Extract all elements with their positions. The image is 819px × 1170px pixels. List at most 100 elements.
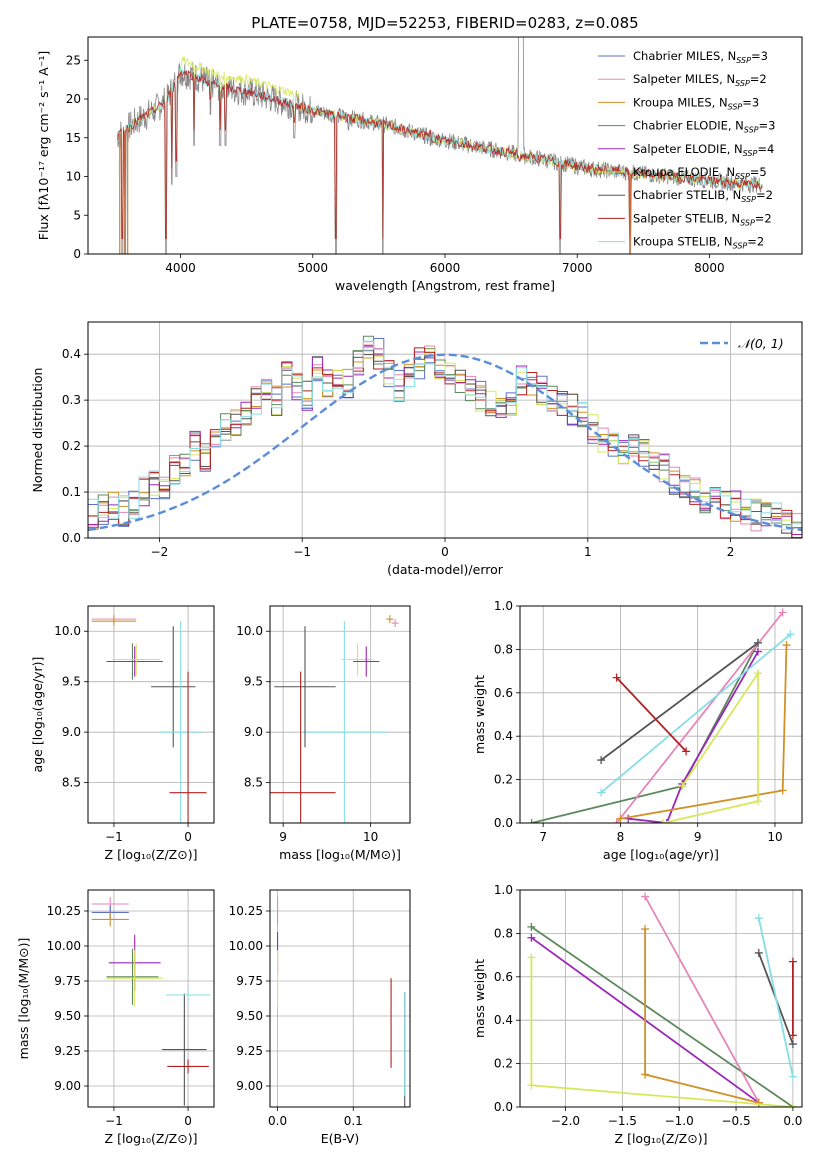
tick-label-x: −1 — [293, 545, 311, 559]
data-point-marker — [662, 819, 671, 823]
x-axis-label: Z [log₁₀(Z/Z⊙)] — [105, 1131, 198, 1146]
legend-label: Salpeter STELIB, NSSP=2 — [633, 211, 772, 227]
normal-curve — [88, 353, 802, 532]
x-axis-label: Z [log₁₀(Z/Z⊙)] — [105, 847, 198, 862]
data-point-marker — [612, 673, 621, 682]
tick-label-y: 0.2 — [62, 439, 81, 453]
tick-label-y: 0.0 — [494, 1100, 513, 1114]
tick-label-y: 9.50 — [236, 1009, 263, 1023]
tick-label-x: 8000 — [694, 261, 725, 275]
tick-label-x: 7000 — [562, 261, 593, 275]
errorbar-plot-age-vs-mass — [270, 615, 399, 823]
data-point-marker — [754, 948, 763, 957]
tick-label-x: −2 — [151, 545, 169, 559]
tick-label-y: 10.25 — [229, 904, 263, 918]
data-point-marker — [527, 819, 536, 823]
residuals-frame — [87, 321, 803, 539]
tick-label-y: 0.4 — [494, 729, 513, 743]
tick-label-y: 0.6 — [494, 970, 513, 984]
data-point-marker — [782, 641, 791, 650]
tick-label-y: 0.1 — [62, 485, 81, 499]
data-point-marker — [527, 933, 536, 942]
tick-label-y: 1.0 — [494, 599, 513, 613]
axes-residuals: −2 −1 0 1 2 0.0 0.1 0.2 0.3 0.4 (data-model)/error… — [30, 322, 802, 577]
tick-label-x: 0.0 — [783, 1114, 802, 1128]
tick-label-x: −2.0 — [551, 1114, 580, 1128]
chart-title: PLATE=0758, MJD=52253, FIBERID=0283, z=0… — [251, 14, 638, 32]
age-vs-Z-frame — [87, 605, 215, 824]
mass-vs-ebv-frame — [269, 889, 411, 1108]
y-axis-label: Flux [fλ10⁻¹⁷ erg cm⁻² s⁻¹ A⁻¹] — [36, 51, 51, 240]
tick-label-y: 10.0 — [236, 624, 263, 638]
data-point-marker — [788, 1031, 797, 1040]
tick-label-y: 9.5 — [244, 675, 263, 689]
tick-label-x: 10 — [767, 830, 782, 844]
series-line — [644, 896, 760, 1104]
data-point-marker — [754, 914, 763, 923]
errorbar-plot-age-vs-Z — [91, 614, 207, 823]
tick-label-x: 10 — [363, 830, 378, 844]
y-axis-label: Normed distribution — [30, 368, 45, 493]
tick-label-x: 0.0 — [268, 1114, 287, 1128]
tick-label-y: 0.4 — [494, 1013, 513, 1027]
tick-label-x: 5000 — [298, 261, 329, 275]
weight-vs-Z-frame — [519, 889, 803, 1108]
x-axis-label: wavelength [Angstrom, rest frame] — [335, 278, 555, 293]
data-point-marker — [778, 786, 787, 795]
data-point-marker — [754, 1098, 763, 1107]
tick-label-y: 10 — [66, 170, 81, 184]
tick-label-y: 9.00 — [236, 1079, 263, 1093]
tick-label-y: 9.00 — [54, 1079, 81, 1093]
tick-label-x: 0 — [184, 830, 192, 844]
mass-vs-Z-frame — [87, 889, 215, 1108]
series-line — [615, 676, 687, 753]
data-point-marker — [641, 925, 650, 934]
residuals-legend: 𝒩(0, 1) — [700, 336, 784, 351]
series-line — [530, 926, 794, 1107]
tick-label-x: −1 — [105, 830, 123, 844]
x-axis-label: Z [log₁₀(Z/Z⊙)] — [615, 1131, 708, 1146]
data-point-marker — [612, 819, 621, 823]
tick-label-x: 0 — [184, 1114, 192, 1128]
legend-label: Kroupa MILES, NSSP=3 — [633, 95, 759, 111]
series-line — [615, 611, 784, 823]
tick-label-x: 4000 — [165, 261, 196, 275]
tick-label-y: 0.2 — [494, 773, 513, 787]
series-line — [628, 651, 759, 823]
y-axis-label: mass [log₁₀(M/M⊙)] — [16, 938, 31, 1060]
data-point-marker — [786, 630, 795, 639]
tick-label-y: 0.6 — [494, 686, 513, 700]
tick-label-x: −1 — [105, 1114, 123, 1128]
axes-spectrum: 4000 5000 6000 7000 8000 0 5 10 15 20 25 wavelength… — [36, 51, 725, 293]
axes-mass-vs-Z: −1 0 9.00 9.25 9.50 9.75 10.00 10.25 Z [log₁₀(Z/… — [16, 890, 214, 1146]
model-spectrum-line — [116, 69, 763, 239]
series-line — [600, 633, 791, 794]
tick-label-y: 10.00 — [229, 939, 263, 953]
errorbar-plot-mass-vs-Z — [91, 897, 211, 1106]
x-axis-label: age [log₁₀(age/yr)] — [603, 847, 719, 862]
tick-label-y: 9.50 — [54, 1009, 81, 1023]
legend-label: Kroupa ELODIE, NSSP=5 — [633, 165, 767, 181]
legend-label: 𝒩(0, 1) — [738, 336, 784, 351]
tick-label-y: 0.8 — [494, 642, 513, 656]
y-axis-label: mass weight — [472, 959, 487, 1038]
tick-label-y: 10.00 — [47, 939, 81, 953]
tick-label-y: 9.0 — [62, 725, 81, 739]
data-point-marker — [527, 1081, 536, 1090]
errorbar-plot-mass-vs-ebv — [277, 897, 406, 1107]
tick-label-x: 0.1 — [344, 1114, 363, 1128]
tick-label-y: 0.8 — [494, 926, 513, 940]
data-point-marker — [658, 819, 667, 823]
tick-label-y: 5 — [73, 208, 81, 222]
tick-label-y: 10.0 — [54, 624, 81, 638]
series-line — [531, 642, 759, 823]
legend-label: Salpeter ELODIE, NSSP=4 — [633, 142, 774, 158]
tick-label-x: 8 — [617, 830, 625, 844]
data-point-marker — [527, 922, 536, 931]
series-line — [600, 642, 759, 761]
weight-vs-age-frame — [519, 605, 803, 824]
data-point-marker — [788, 1072, 797, 1081]
legend-label: Salpeter MILES, NSSP=2 — [633, 72, 767, 88]
legend-label: Kroupa STELIB, NSSP=2 — [633, 235, 764, 251]
